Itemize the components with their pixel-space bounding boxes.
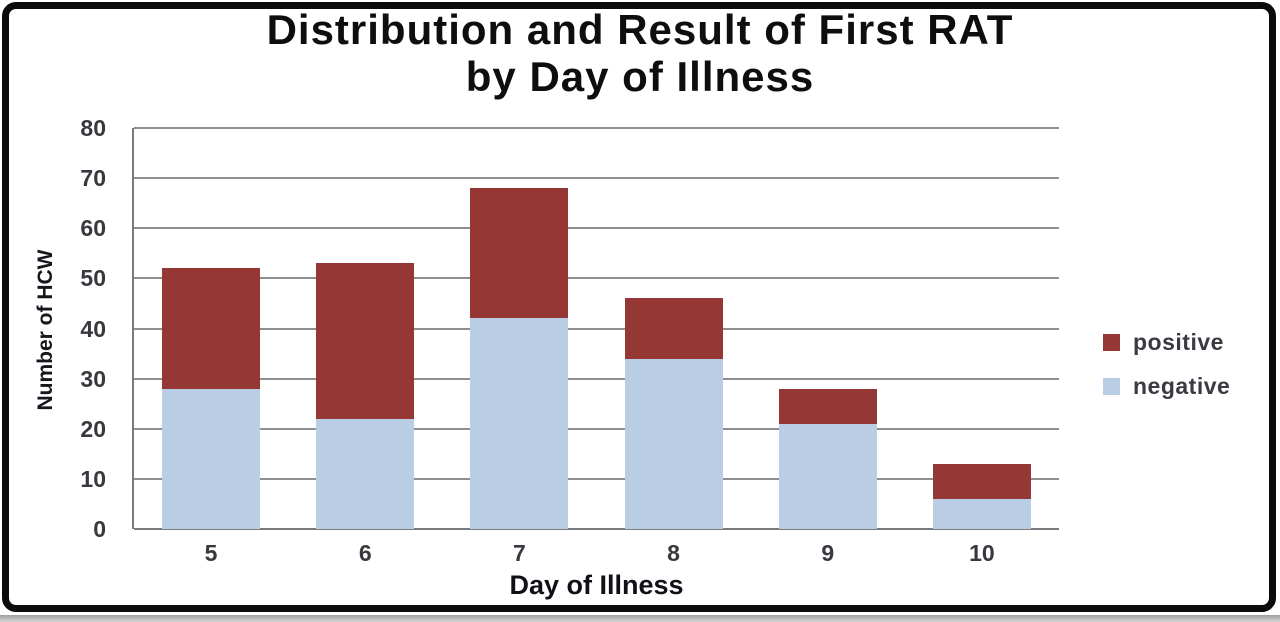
y-tick-label-60: 60 xyxy=(80,215,106,242)
x-tick-label-8: 8 xyxy=(667,540,680,566)
bar-day8-positive xyxy=(624,298,723,359)
gridline-y20 xyxy=(134,427,1059,430)
chart-title: Distribution and Result of First RAT by … xyxy=(20,6,1260,100)
y-axis-tick-labels: 0 10 20 30 40 50 60 70 80 xyxy=(28,115,106,542)
bar-day10-negative xyxy=(932,498,1031,529)
gridline-y60 xyxy=(134,227,1059,230)
y-tick-label-0: 0 xyxy=(93,516,106,542)
x-axis-line xyxy=(134,528,1059,530)
y-tick-label-10: 10 xyxy=(80,465,106,492)
x-tick-label-10: 10 xyxy=(969,540,995,566)
legend: positive negative xyxy=(1103,329,1230,417)
x-tick-label-9: 9 xyxy=(821,540,835,566)
legend-item-negative: negative xyxy=(1103,373,1230,400)
x-axis-tick-labels: 5 6 7 8 9 10 xyxy=(134,540,1059,570)
bottom-shadow-strip xyxy=(0,615,1280,622)
x-tick-label-7: 7 xyxy=(513,540,526,566)
x-tick-label-6: 6 xyxy=(358,540,372,566)
legend-label-negative: negative xyxy=(1133,373,1231,399)
gridline-y30 xyxy=(134,377,1059,380)
legend-swatch-negative-icon xyxy=(1103,378,1120,395)
y-tick-label-80: 80 xyxy=(80,115,106,141)
gridline-y50 xyxy=(134,277,1059,280)
y-tick-label-20: 20 xyxy=(80,415,106,442)
y-tick-label-40: 40 xyxy=(80,315,106,342)
chart-title-line2: by Day of Illness xyxy=(465,53,815,100)
y-tick-label-50: 50 xyxy=(80,265,106,292)
chart-title-line1: Distribution and Result of First RAT xyxy=(266,6,1014,53)
gridline-y70 xyxy=(134,177,1059,180)
gridline-y10 xyxy=(134,477,1059,480)
bar-day10-positive xyxy=(932,463,1031,499)
x-axis-title: Day of Illness xyxy=(509,570,684,600)
y-tick-label-70: 70 xyxy=(80,165,106,192)
gridline-y80 xyxy=(134,127,1059,129)
bar-day6-positive xyxy=(316,263,415,419)
bar-day7-positive xyxy=(470,188,569,319)
plot-area xyxy=(132,127,1059,530)
bar-day9-positive xyxy=(778,388,877,424)
legend-item-positive: positive xyxy=(1103,329,1230,356)
bar-day6-negative xyxy=(316,418,415,529)
gridline-y40 xyxy=(134,327,1059,330)
y-tick-label-30: 30 xyxy=(80,365,106,392)
bar-day5-negative xyxy=(162,388,261,529)
legend-label-positive: positive xyxy=(1133,329,1224,355)
bar-day7-negative xyxy=(470,318,569,529)
x-tick-label-5: 5 xyxy=(204,540,218,566)
bar-day9-negative xyxy=(778,423,877,529)
legend-swatch-positive-icon xyxy=(1103,334,1120,351)
y-axis-line xyxy=(132,128,134,529)
bar-day5-positive xyxy=(162,268,261,389)
bar-day8-negative xyxy=(624,358,723,529)
